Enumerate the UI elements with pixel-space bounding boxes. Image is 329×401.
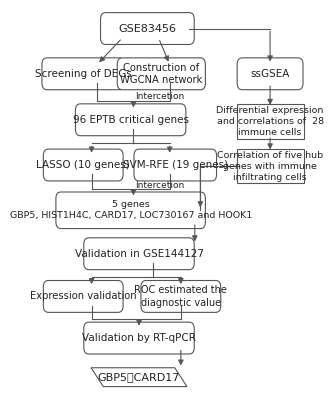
FancyBboxPatch shape [56,192,205,229]
FancyBboxPatch shape [75,104,186,136]
Text: LASSO (10 genes): LASSO (10 genes) [37,160,130,170]
Polygon shape [91,368,187,387]
Text: Correlation of five hub
genes with immune
infiltrating cells: Correlation of five hub genes with immun… [217,150,323,182]
Text: Intercetion: Intercetion [135,93,184,101]
FancyBboxPatch shape [117,58,205,90]
Text: Construction of
WGCNA network: Construction of WGCNA network [120,63,203,85]
FancyBboxPatch shape [43,281,123,312]
Text: Validation in GSE144127: Validation in GSE144127 [74,249,204,259]
Text: GSE83456: GSE83456 [118,24,176,34]
FancyBboxPatch shape [237,104,304,139]
FancyBboxPatch shape [84,238,194,269]
Text: Validation by RT-qPCR: Validation by RT-qPCR [82,333,196,343]
Text: Screening of DEGs: Screening of DEGs [35,69,132,79]
FancyBboxPatch shape [141,281,221,312]
FancyBboxPatch shape [42,58,124,90]
FancyBboxPatch shape [101,12,194,45]
FancyBboxPatch shape [134,149,216,181]
Text: ssGSEA: ssGSEA [250,69,290,79]
FancyBboxPatch shape [237,149,304,183]
Text: GBP5，CARD17: GBP5，CARD17 [98,372,180,382]
Text: SVM-RFE (19 genes): SVM-RFE (19 genes) [123,160,228,170]
FancyBboxPatch shape [43,149,123,181]
FancyBboxPatch shape [84,322,194,354]
Text: 5 genes
GBP5, HIST1H4C, CARD17, LOC730167 and HOOK1: 5 genes GBP5, HIST1H4C, CARD17, LOC73016… [10,200,252,220]
FancyBboxPatch shape [237,58,303,90]
Text: Intercetion: Intercetion [135,181,184,190]
Text: Expression validation: Expression validation [30,292,137,302]
Text: Differential expression
and correlations of  28
immune cells: Differential expression and correlations… [216,106,324,137]
Text: ROC estimated the
diagnostic value: ROC estimated the diagnostic value [135,285,227,308]
Text: 96 EPTB critical genes: 96 EPTB critical genes [73,115,189,125]
